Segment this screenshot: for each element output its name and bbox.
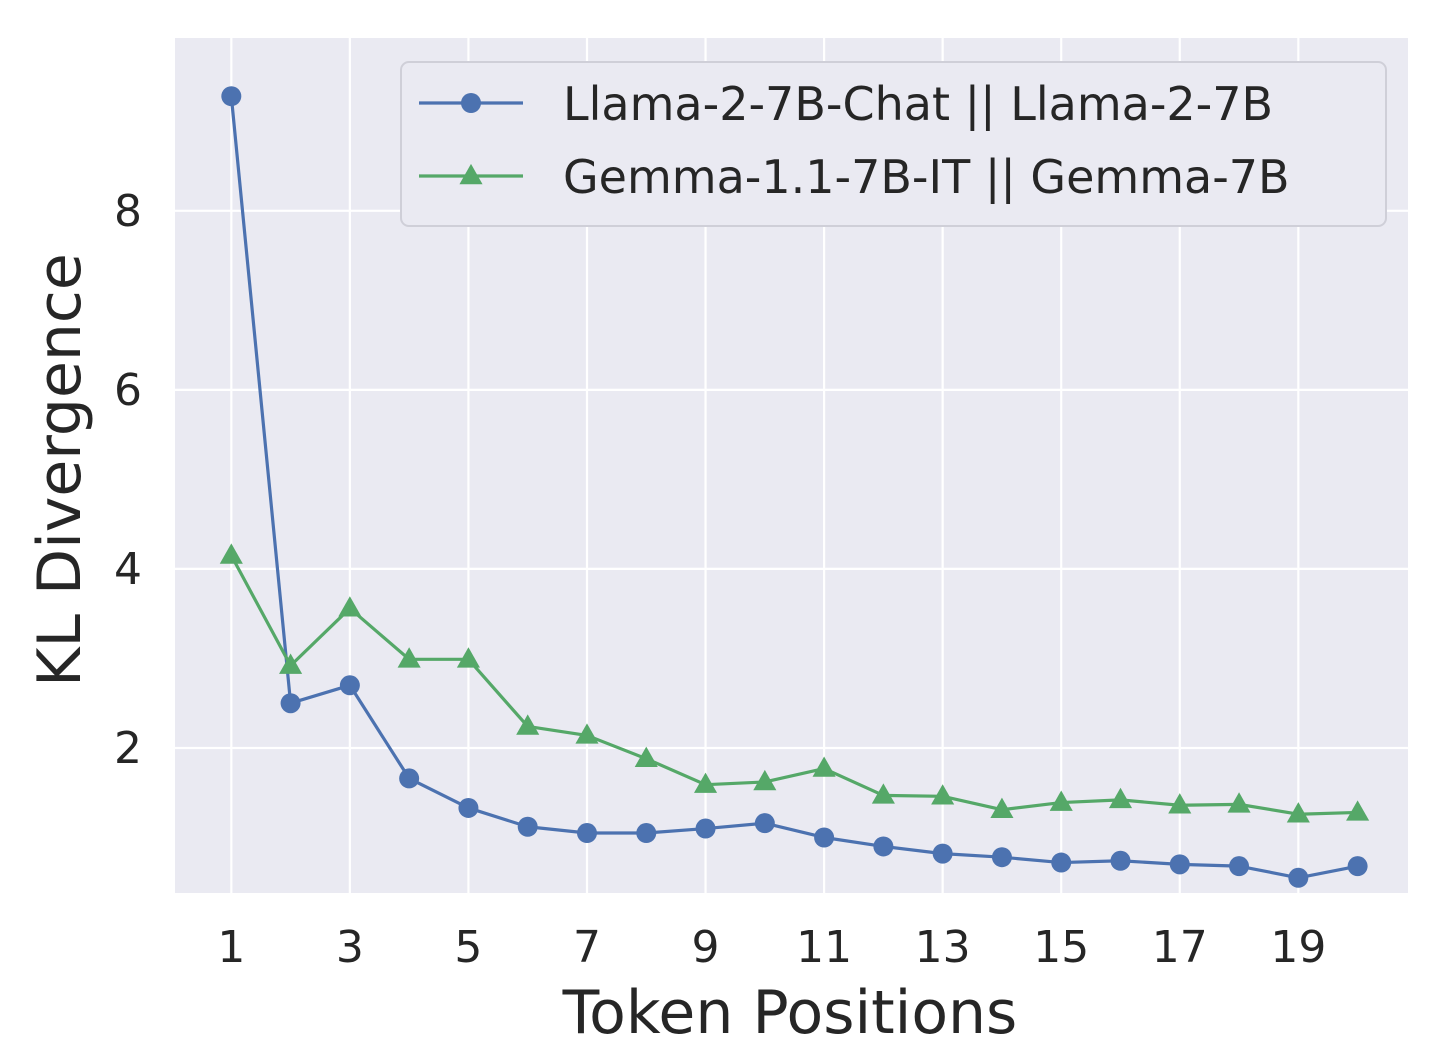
data-point — [1229, 856, 1250, 877]
data-point — [693, 772, 718, 793]
data-point — [753, 769, 777, 791]
data-point — [990, 797, 1014, 818]
data-point — [517, 816, 538, 837]
legend-label: Llama-2-7B-Chat || Llama-2-7B — [563, 77, 1273, 132]
data-point — [1168, 793, 1192, 814]
data-point — [399, 768, 420, 789]
data-point — [458, 797, 479, 818]
data-point — [1169, 854, 1190, 875]
data-point — [1227, 792, 1251, 813]
data-point — [695, 818, 716, 839]
y-axis-label: KL Divergence — [25, 253, 95, 687]
data-point — [221, 86, 242, 107]
data-point — [931, 784, 955, 805]
data-point — [873, 836, 894, 857]
data-point — [1108, 787, 1133, 809]
y-tick-label: 6 — [114, 365, 142, 416]
series-llama — [221, 86, 1368, 888]
legend-box — [400, 61, 1387, 227]
data-point — [1347, 856, 1368, 877]
series-gemma — [219, 543, 1370, 823]
data-point — [516, 714, 540, 735]
data-point — [812, 756, 836, 777]
x-tick-label: 13 — [915, 922, 971, 973]
y-tick-label: 2 — [114, 723, 142, 774]
legend: Llama-2-7B-Chat || Llama-2-7B Gemma-1.1-7… — [400, 61, 1387, 227]
x-tick-label: 1 — [217, 922, 245, 973]
x-tick-label: 7 — [573, 922, 601, 973]
legend-items: Llama-2-7B-Chat || Llama-2-7B Gemma-1.1-7… — [419, 77, 1290, 205]
data-point — [280, 693, 301, 714]
data-point — [338, 596, 362, 617]
data-point — [871, 783, 895, 804]
y-tick-label: 4 — [114, 544, 142, 595]
x-axis-label: Token Positions — [562, 978, 1018, 1048]
data-point — [754, 813, 775, 834]
data-point — [456, 647, 480, 668]
data-point — [576, 823, 597, 844]
data-point — [575, 723, 599, 744]
data-point — [932, 843, 953, 864]
data-point — [991, 847, 1012, 868]
x-tick-label: 15 — [1033, 922, 1089, 973]
x-tick-labels: 1 3 5 7 9 11 13 15 17 19 — [217, 922, 1326, 973]
data-point — [1051, 852, 1072, 873]
data-point — [634, 746, 658, 767]
x-tick-label: 19 — [1270, 922, 1326, 973]
legend-entry: Gemma-1.1-7B-IT || Gemma-7B — [419, 150, 1290, 205]
data-point — [279, 653, 303, 674]
data-point — [1110, 850, 1131, 871]
legend-label: Gemma-1.1-7B-IT || Gemma-7B — [563, 150, 1290, 205]
data-point — [219, 543, 243, 564]
data-point — [636, 823, 657, 844]
legend-entry: Llama-2-7B-Chat || Llama-2-7B — [419, 77, 1273, 132]
x-tick-label: 17 — [1152, 922, 1208, 973]
x-tick-label: 3 — [336, 922, 364, 973]
legend-marker — [461, 93, 481, 113]
x-tick-label: 5 — [454, 922, 482, 973]
data-point — [1049, 790, 1073, 811]
x-tick-label: 9 — [692, 922, 720, 973]
data-point — [1288, 867, 1309, 888]
y-tick-label: 8 — [114, 186, 142, 237]
x-tick-label: 11 — [796, 922, 852, 973]
data-point — [397, 647, 421, 668]
data-point — [1286, 802, 1310, 823]
series-line — [229, 554, 1358, 816]
data-point — [814, 827, 835, 848]
series-layer — [219, 86, 1370, 888]
legend-marker — [459, 163, 483, 185]
data-point — [339, 675, 360, 696]
data-point — [1346, 800, 1370, 821]
y-tick-labels: 2 4 6 8 — [114, 186, 142, 774]
